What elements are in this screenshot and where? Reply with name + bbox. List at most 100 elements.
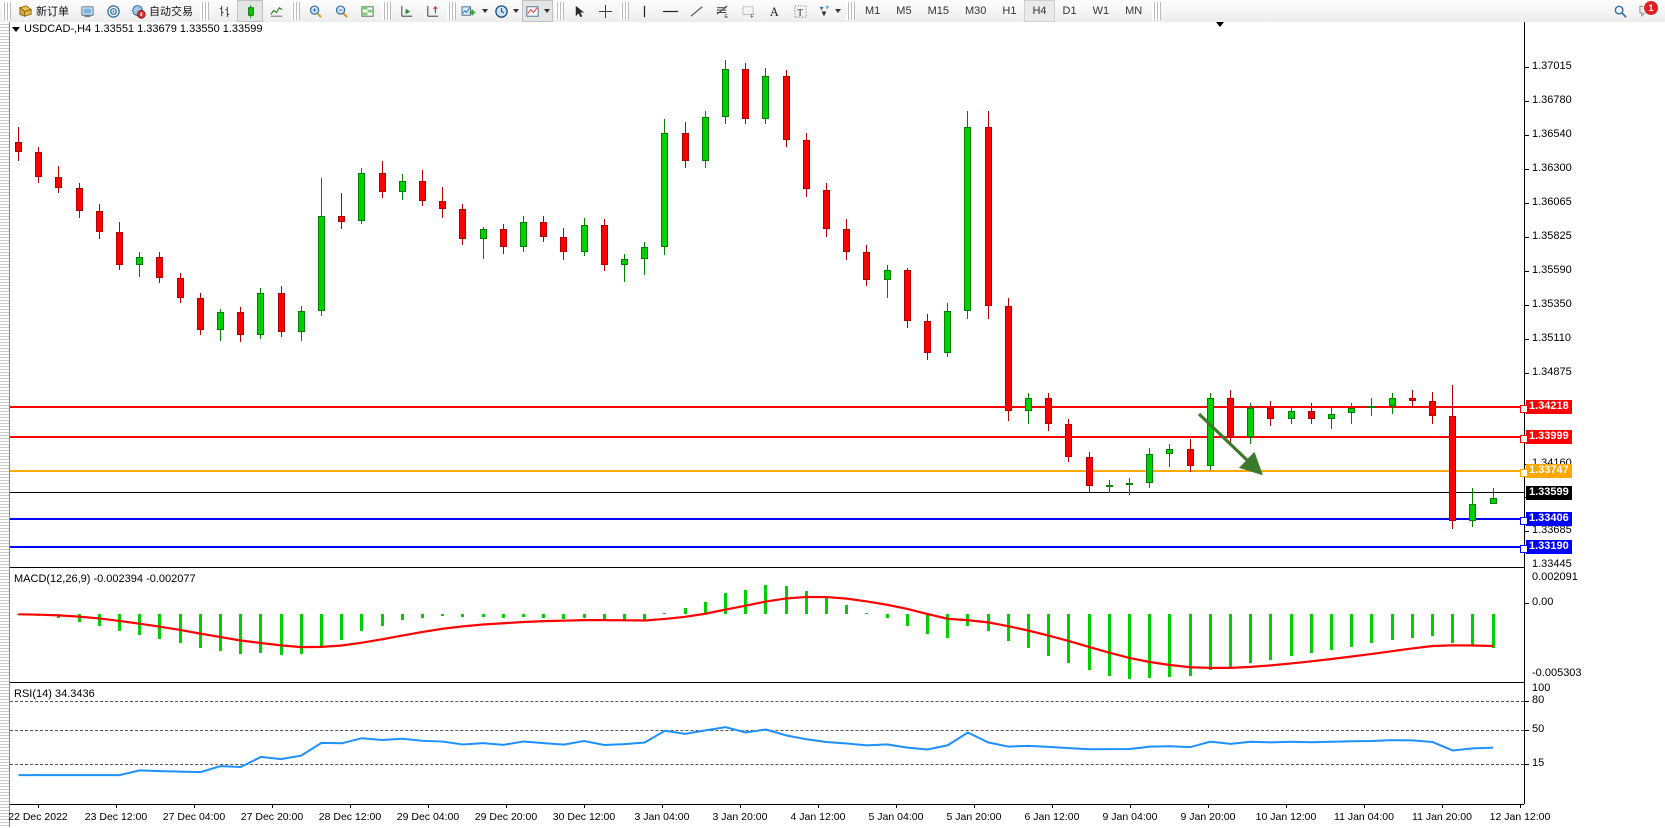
- timeframe-w1[interactable]: W1: [1092, 5, 1110, 17]
- candlestick: [1186, 439, 1194, 473]
- rsi-pane[interactable]: RSI(14) 34.3436: [10, 683, 1524, 804]
- period-button[interactable]: [491, 0, 522, 22]
- candlestick: [924, 313, 931, 360]
- time-axis[interactable]: 22 Dec 2022 23 Dec 12:00 27 Dec 04:00 27 De…: [8, 804, 1550, 828]
- level-handle[interactable]: [1520, 517, 1528, 525]
- zoom-in-button[interactable]: [302, 0, 328, 22]
- time-axis-label: 4 Jan 12:00: [790, 811, 846, 823]
- bar-chart-button[interactable]: [211, 0, 237, 22]
- time-axis-label: 3 Jan 04:00: [634, 811, 690, 823]
- horizontal-line-button[interactable]: [657, 0, 683, 22]
- timeframe-m15[interactable]: M15: [927, 5, 949, 17]
- price-pane[interactable]: USDCAD-,H4 1.33551 1.33679 1.33550 1.335…: [8, 22, 1550, 828]
- timeframe-m30[interactable]: M30: [964, 5, 987, 17]
- new-order-button[interactable]: 新订单: [13, 0, 74, 22]
- macd-pane[interactable]: MACD(12,26,9) -0.002394 -0.002077: [10, 568, 1524, 682]
- level-tag-1.33190[interactable]: 1.33190: [1526, 540, 1572, 554]
- expert-advisor-button[interactable]: [74, 0, 100, 22]
- toolbar-grip-3[interactable]: [291, 2, 300, 20]
- time-axis-tick: [194, 805, 195, 808]
- time-axis-tick: [896, 805, 897, 808]
- level-tag-1.33406[interactable]: 1.33406: [1526, 512, 1572, 526]
- candlestick: [681, 121, 689, 168]
- level-line-1.33406[interactable]: [10, 517, 1528, 525]
- level-line-1.33190[interactable]: [10, 545, 1528, 553]
- macd-bar: [1491, 614, 1495, 648]
- macd-bar: [1431, 614, 1434, 637]
- macd-bar: [1471, 614, 1475, 647]
- level-handle[interactable]: [1520, 545, 1528, 553]
- macd-bar: [1208, 614, 1212, 671]
- level-line-1.33999[interactable]: [10, 435, 1528, 443]
- macd-bar: [461, 614, 465, 617]
- level-tag-1.34218[interactable]: 1.34218: [1526, 400, 1572, 414]
- candlestick: [55, 166, 63, 194]
- timeframe-m5[interactable]: M5: [896, 5, 912, 17]
- shapes-caret-icon[interactable]: [835, 9, 841, 13]
- price-axis[interactable]: 1.37015 1.36780 1.36540 1.36300 1.36065 …: [1524, 22, 1665, 804]
- candlestick: [762, 67, 770, 125]
- navigator-button[interactable]: [100, 0, 126, 22]
- toolbar-grip-6[interactable]: [555, 2, 564, 20]
- grid-button[interactable]: [354, 0, 380, 22]
- candlestick-chart-button[interactable]: [237, 0, 263, 22]
- toolbar-grip-5[interactable]: [447, 2, 456, 20]
- trendline-button[interactable]: [683, 0, 709, 22]
- axis-tick: [1525, 764, 1529, 765]
- main-toolbar: 新订单 自动交易: [0, 0, 1665, 23]
- timeframe-m1[interactable]: M1: [865, 5, 881, 17]
- toolbar-grip-7[interactable]: [620, 2, 629, 20]
- timeframe-h1[interactable]: H1: [1002, 5, 1017, 17]
- channel-button[interactable]: F: [735, 0, 761, 22]
- chart-left-scrollbar[interactable]: [0, 22, 10, 827]
- auto-scroll-button[interactable]: [393, 0, 419, 22]
- toolbar-grip-2[interactable]: [200, 2, 209, 20]
- toolbar-grip-8[interactable]: [846, 2, 855, 20]
- line-chart-button[interactable]: [263, 0, 289, 22]
- crosshair-button[interactable]: [592, 0, 618, 22]
- macd-bar: [380, 614, 384, 626]
- level-handle[interactable]: [1520, 469, 1528, 477]
- timeframe-mn[interactable]: MN: [1125, 5, 1143, 17]
- down-trend-arrow[interactable]: [1195, 410, 1265, 476]
- macd-bar: [562, 614, 566, 619]
- candlestick: [1105, 480, 1113, 493]
- rsi-level-80: [10, 701, 1524, 702]
- candlestick: [540, 216, 548, 242]
- toolbar-grip-4[interactable]: [382, 2, 391, 20]
- axis-tick: [1525, 305, 1529, 306]
- toolbar-grip[interactable]: [2, 2, 11, 20]
- cursor-button[interactable]: [566, 0, 592, 22]
- indicators-caret-icon[interactable]: [482, 9, 488, 13]
- candlestick: [75, 183, 83, 218]
- level-line-1.33747[interactable]: [10, 469, 1528, 477]
- templates-button[interactable]: [522, 0, 553, 22]
- fibonacci-icon: E: [716, 5, 728, 20]
- level-tag-1.33747[interactable]: 1.33747: [1526, 464, 1572, 478]
- chart-context-caret-icon[interactable]: [12, 27, 20, 32]
- templates-caret-icon[interactable]: [544, 9, 550, 13]
- level-tag-1.33999[interactable]: 1.33999: [1526, 430, 1572, 444]
- navigator-icon: [106, 4, 120, 18]
- vertical-line-button[interactable]: [631, 0, 657, 22]
- search-button[interactable]: [1607, 0, 1633, 22]
- level-handle[interactable]: [1520, 435, 1528, 443]
- axis-tick: [1525, 603, 1529, 604]
- timeframe-d1[interactable]: D1: [1062, 5, 1077, 17]
- chart-shift-button[interactable]: [419, 0, 445, 22]
- text-button[interactable]: A: [761, 0, 787, 22]
- text-label-button[interactable]: T: [787, 0, 813, 22]
- shapes-button[interactable]: [813, 0, 844, 22]
- level-handle[interactable]: [1520, 405, 1528, 413]
- indicators-button[interactable]: [458, 0, 491, 22]
- autotrading-button[interactable]: 自动交易: [126, 0, 198, 22]
- period-caret-icon[interactable]: [513, 9, 519, 13]
- level-line-1.34218[interactable]: [10, 405, 1528, 413]
- zoom-out-button[interactable]: [328, 0, 354, 22]
- toolbar-grip-9[interactable]: [1152, 2, 1162, 20]
- timeframe-h4[interactable]: H4: [1024, 0, 1055, 22]
- alerts-button[interactable]: 1: [1633, 0, 1659, 22]
- channel-icon: F: [741, 5, 754, 20]
- fibonacci-button[interactable]: E: [709, 0, 735, 22]
